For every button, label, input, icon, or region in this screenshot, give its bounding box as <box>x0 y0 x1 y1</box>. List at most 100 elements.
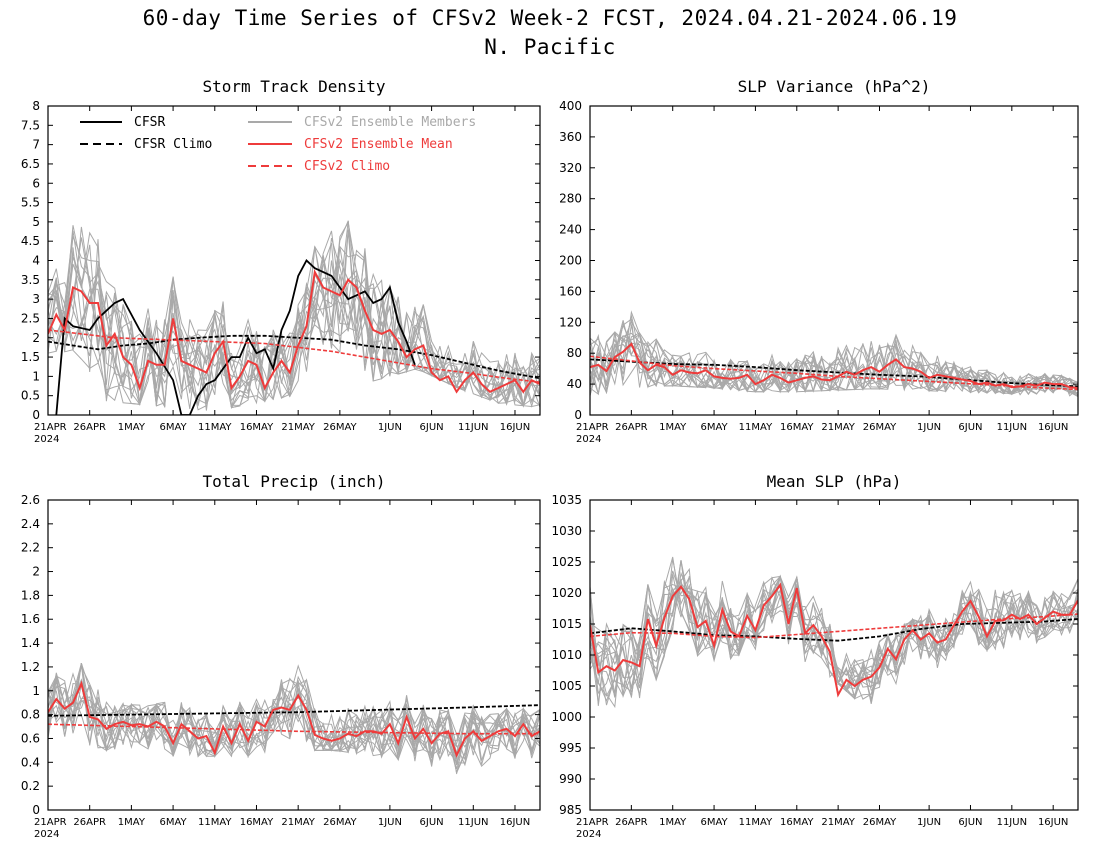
panel-title: SLP Variance (hPa^2) <box>738 77 931 96</box>
ensemble-member-line <box>590 310 1078 395</box>
ensemble-member-line <box>590 322 1078 397</box>
y-tick-label: 320 <box>559 161 582 175</box>
y-tick-label: 1020 <box>551 586 582 600</box>
ensemble-mean-line <box>590 582 1078 698</box>
y-tick-label: 990 <box>559 772 582 786</box>
ensemble-mean-line <box>48 680 540 758</box>
x-tick-label: 11JUN <box>458 422 488 433</box>
x-tick-label: 1MAY <box>118 817 146 828</box>
y-tick-label: 120 <box>559 315 582 329</box>
panel-title: Storm Track Density <box>202 77 385 96</box>
legend-cfsr-label: CFSR <box>134 115 165 130</box>
y-tick-label: 2.2 <box>21 541 40 555</box>
y-tick-label: 1.8 <box>21 588 40 602</box>
x-tick-label: 11JUN <box>997 817 1027 828</box>
x-tick-label: 16MAY <box>780 817 814 828</box>
y-tick-label: 1015 <box>551 617 582 631</box>
ensemble-member-line <box>48 681 540 764</box>
ensemble-member-line <box>590 560 1078 690</box>
x-tick-label: 11JUN <box>997 422 1027 433</box>
x-tick-label: 11MAY <box>198 817 232 828</box>
x-tick-label: 26MAY <box>323 422 357 433</box>
ensemble-member-line <box>590 318 1078 394</box>
y-tick-label: 40 <box>567 377 582 391</box>
y-tick-label: 2 <box>32 565 40 579</box>
x-tick-label: 26APR <box>615 817 648 828</box>
y-tick-label: 4 <box>32 254 40 268</box>
chart-panel-2: SLP Variance (hPa^2) 0 40 80 120 160 200 240 280… <box>559 77 1079 445</box>
cfsv2-climo-line <box>590 355 1078 391</box>
plot-area <box>590 556 1078 709</box>
x-tick-label: 26MAY <box>863 422 897 433</box>
y-tick-label: 2.6 <box>21 493 40 507</box>
y-tick-label: 3.5 <box>21 273 40 287</box>
y-tick-label: 0.5 <box>21 389 40 403</box>
y-tick-label: 240 <box>559 223 582 237</box>
y-tick-label: 2.5 <box>21 311 40 325</box>
y-tick-label: 7.5 <box>21 118 40 132</box>
y-tick-label: 2.4 <box>21 517 40 531</box>
y-tick-label: 3 <box>32 292 40 306</box>
x-tick-label: 6JUN <box>958 422 982 433</box>
x-tick-label: 16MAY <box>240 817 274 828</box>
x-tick-label: 6MAY <box>700 817 728 828</box>
y-tick-label: 80 <box>567 346 582 360</box>
x-tick-label: 26MAY <box>863 817 897 828</box>
cfsr-climo-line <box>48 704 540 717</box>
legend-ens-members-label: CFSv2 Ensemble Members <box>304 115 476 130</box>
x-tick-label: 26APR <box>73 422 106 433</box>
y-tick-label: 6 <box>32 176 40 190</box>
y-tick-label: 6.5 <box>21 157 40 171</box>
y-tick-label: 5.5 <box>21 196 40 210</box>
x-tick-label: 11MAY <box>198 422 232 433</box>
x-tick-label: 16JUN <box>500 422 530 433</box>
x-tick-label: 26MAY <box>323 817 357 828</box>
legend-cfsr-climo-label: CFSR Climo <box>134 137 212 152</box>
ensemble-mean-line <box>48 269 540 394</box>
x-tick-label: 11MAY <box>739 422 773 433</box>
legend-cfsv2-climo-label: CFSv2 Climo <box>304 159 390 174</box>
x-tick-label: 16MAY <box>780 422 814 433</box>
x-tick-label: 1JUN <box>378 422 402 433</box>
ensemble-member-line <box>590 558 1078 700</box>
y-tick-label: 1 <box>32 684 40 698</box>
cfsv2-climo-line <box>48 723 540 735</box>
y-tick-label: 0.8 <box>21 708 40 722</box>
x-tick-label: 16JUN <box>1038 422 1068 433</box>
y-tick-label: 2 <box>32 331 40 345</box>
ensemble-member-line <box>48 674 540 774</box>
x-tick-label: 26APR <box>73 817 106 828</box>
y-tick-label: 1005 <box>551 679 582 693</box>
x-tick-label: 21APR <box>34 817 67 828</box>
x-tick-label: 1JUN <box>917 817 941 828</box>
y-tick-label: 5 <box>32 215 40 229</box>
ensemble-member-line <box>48 261 540 408</box>
y-tick-label: 1.4 <box>21 636 40 650</box>
legend-ens-mean-label: CFSv2 Ensemble Mean <box>304 137 453 152</box>
y-tick-label: 1010 <box>551 648 582 662</box>
cfsr-climo-line <box>48 334 540 380</box>
y-tick-label: 1.5 <box>21 350 40 364</box>
chart-panel-1: Storm Track Density 0 0.5 1 1.5 2 2.5 3 3.5 4 4.5 5… <box>21 77 541 445</box>
x-tick-label: 21MAY <box>821 422 855 433</box>
x-tick-label: 6JUN <box>420 817 444 828</box>
x-tick-label: 6MAY <box>700 422 728 433</box>
x-tick-label: 1JUN <box>378 817 402 828</box>
x-tick-label: 21MAY <box>281 817 315 828</box>
y-tick-label: 160 <box>559 284 582 298</box>
y-tick-label: 1025 <box>551 555 582 569</box>
x-tick-label: 1MAY <box>659 422 687 433</box>
ensemble-member-line <box>48 229 540 408</box>
y-tick-label: 0 <box>32 803 40 817</box>
ensemble-member-line <box>48 246 540 409</box>
y-tick-label: 0.4 <box>21 755 40 769</box>
plot-area <box>590 310 1078 397</box>
y-tick-label: 1035 <box>551 493 582 507</box>
legend: CFSR CFSR Climo CFSv2 Ensemble Members CFSv… <box>80 115 476 174</box>
y-tick-label: 0.2 <box>21 779 40 793</box>
x-tick-label: 16JUN <box>1038 817 1068 828</box>
y-tick-label: 0 <box>32 408 40 422</box>
y-tick-label: 280 <box>559 192 582 206</box>
chart-main-title: 60-day Time Series of CFSv2 Week-2 FCST,… <box>0 4 1100 62</box>
